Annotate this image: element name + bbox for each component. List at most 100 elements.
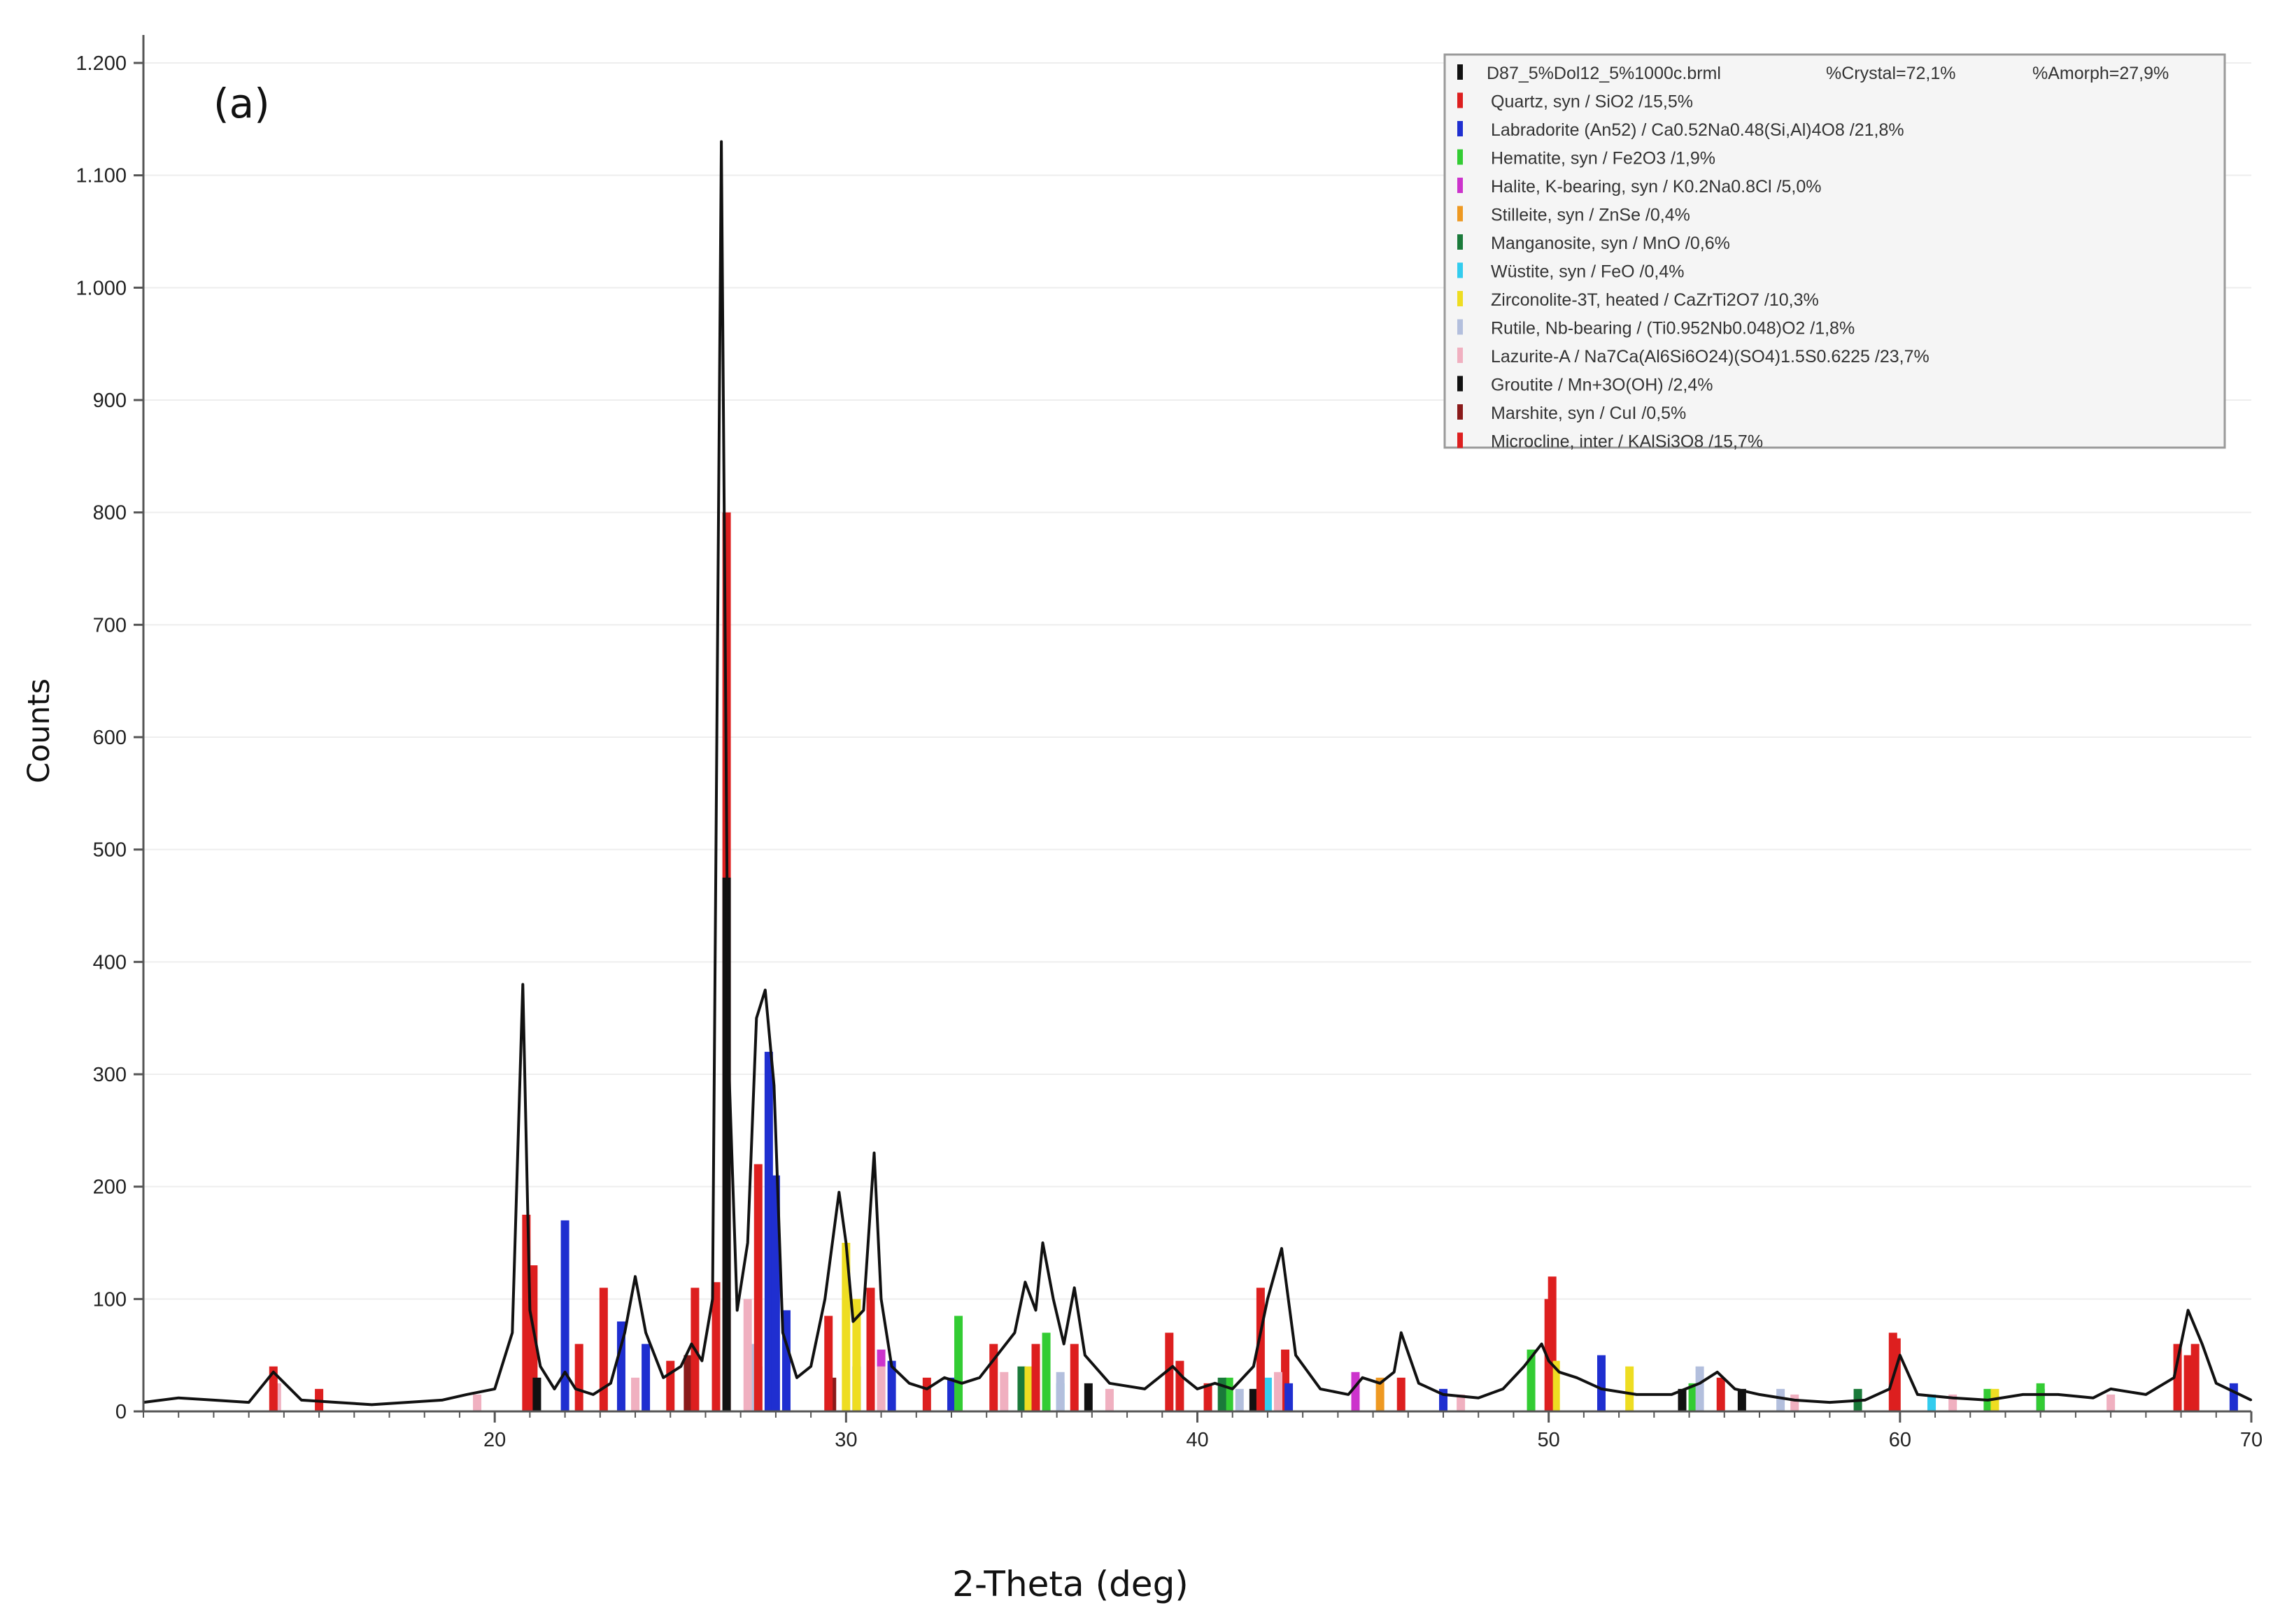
phase-peak-bar: [1217, 1377, 1226, 1411]
pattern-point: [736, 1309, 738, 1311]
pattern-point: [1252, 1365, 1255, 1367]
phase-peak-bar: [1888, 1332, 1897, 1411]
pattern-point: [178, 1397, 180, 1399]
phase-peak-bar: [574, 1344, 583, 1411]
phase-peak-bar: [743, 1299, 752, 1411]
phase-peak-bar: [771, 1175, 780, 1411]
legend-label: Marshite, syn / CuI /0,5%: [1491, 404, 1686, 423]
pattern-point: [691, 1343, 693, 1345]
phase-peak-bar: [529, 1265, 538, 1411]
phase-peak-bar: [666, 1360, 675, 1411]
x-axis-title: 2-Theta (deg): [952, 1564, 1189, 1604]
phase-peak-bar: [711, 1282, 721, 1411]
pattern-point: [1393, 1371, 1395, 1373]
legend-box: [1443, 53, 2226, 449]
phase-peak-bar: [947, 1377, 956, 1411]
pattern-point: [1361, 1376, 1364, 1379]
legend-swatch: [1457, 376, 1463, 392]
pattern-point: [727, 1050, 730, 1053]
pattern-point: [1576, 1376, 1578, 1379]
phase-peak-bar: [684, 1355, 693, 1411]
legend-swatch: [1457, 206, 1463, 222]
y-tick-label: 1.000: [76, 277, 127, 299]
legend-swatch: [1457, 234, 1463, 250]
pattern-point: [539, 1365, 541, 1367]
pattern-point: [2173, 1376, 2175, 1379]
phase-peak-bar: [842, 1243, 851, 1411]
phase-peak-bar: [1596, 1355, 1606, 1411]
phase-peak-bar: [753, 1164, 763, 1411]
phase-peak-bar: [1000, 1372, 1009, 1411]
pattern-point: [592, 1393, 594, 1396]
y-tick-labels: 0 100 200 300 400 500 600 700 800 900 1.000 1.100 1.…: [76, 52, 127, 1423]
phase-peak-bar: [1927, 1394, 1936, 1411]
legend-label: Lazurite-A / Na7Ca(Al6Si6O24)(SO4)1.5S0.…: [1491, 347, 1929, 366]
pattern-point: [663, 1376, 665, 1379]
pattern-point: [1716, 1371, 1718, 1373]
pattern-point: [1379, 1382, 1381, 1385]
pattern-point: [1442, 1393, 1445, 1396]
x-tick-label: 20: [483, 1429, 506, 1451]
pattern-point: [720, 141, 723, 143]
pattern-point: [852, 1320, 854, 1323]
phase-peak-bar: [1070, 1344, 1079, 1411]
phase-peak-bar: [532, 1377, 541, 1411]
pattern-point: [756, 1017, 758, 1019]
phase-peak-bar: [616, 1321, 625, 1411]
pattern-point: [1636, 1393, 1638, 1396]
pattern-point: [1417, 1382, 1420, 1385]
phase-peak-bar: [877, 1366, 886, 1411]
phase-peak-bar: [631, 1377, 640, 1411]
pattern-point: [441, 1399, 444, 1402]
legend-swatch: [1457, 178, 1463, 193]
pattern-point: [863, 1309, 865, 1311]
phase-peak-bar: [1235, 1388, 1244, 1411]
pattern-point: [1052, 1298, 1054, 1300]
x-tick-label: 70: [2240, 1429, 2263, 1451]
phase-peak-bar: [1056, 1372, 1065, 1411]
phase-peak-bar: [1024, 1366, 1033, 1411]
legend-label: Stilleite, syn / ZnSe /0,4%: [1491, 206, 1690, 225]
legend-swatch: [1457, 262, 1463, 278]
pattern-point: [746, 1241, 749, 1244]
phase-peak-bar: [1551, 1360, 1560, 1411]
pattern-point: [1899, 1354, 1902, 1356]
y-tick-label: 0: [115, 1401, 127, 1423]
legend-label: Zirconolite-3T, heated / CaZrTi2O7 /10,3…: [1491, 290, 1819, 310]
phase-peak-bar: [269, 1366, 278, 1411]
legend-label: D87_5%Dol12_5%1000c.brml: [1487, 64, 1721, 83]
phase-peak-bar: [1273, 1372, 1282, 1411]
pattern-point: [1024, 1281, 1026, 1283]
pattern-point: [1699, 1382, 1701, 1385]
pattern-point: [880, 1298, 882, 1300]
phase-peak-bar: [922, 1377, 931, 1411]
y-tick-label: 600: [93, 727, 127, 749]
pattern-point: [1014, 1332, 1016, 1334]
legend-swatch: [1457, 149, 1463, 165]
panel-label: (a): [213, 80, 270, 127]
phase-peak-bar: [1105, 1388, 1114, 1411]
phase-peak-bar: [1175, 1360, 1184, 1411]
phase-peak-bar: [824, 1316, 833, 1411]
pattern-point: [961, 1382, 963, 1385]
phase-peak-bar: [764, 1051, 773, 1411]
phase-peak-bar: [642, 1344, 651, 1411]
phase-peak-bar: [473, 1394, 482, 1411]
pattern-point: [2092, 1397, 2095, 1399]
y-tick-label: 300: [93, 1064, 127, 1086]
pattern-point: [1558, 1371, 1560, 1373]
pattern-point: [1280, 1247, 1283, 1250]
pattern-point: [1793, 1399, 1796, 1402]
pattern-point: [943, 1376, 946, 1379]
pattern-point: [529, 1309, 531, 1311]
y-tick-label: 200: [93, 1176, 127, 1199]
y-tick-label: 1.200: [76, 52, 127, 75]
pattern-point: [213, 1399, 215, 1402]
phase-peak-bar: [2106, 1394, 2116, 1411]
pattern-point: [634, 1276, 637, 1278]
x-tick-label: 60: [1889, 1429, 1911, 1451]
pattern-point: [1523, 1365, 1525, 1367]
phase-peak-bar: [1695, 1366, 1704, 1411]
pattern-point: [996, 1354, 998, 1356]
pattern-point: [1084, 1354, 1086, 1356]
